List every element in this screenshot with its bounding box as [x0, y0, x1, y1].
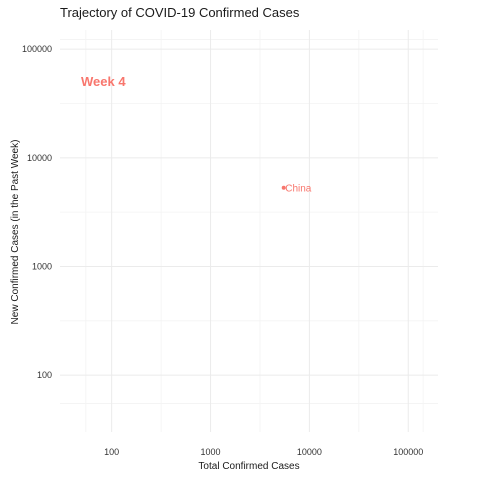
x-tick-label: 1000	[201, 447, 221, 457]
week-annotation: Week 4	[81, 74, 126, 89]
data-point-label: China	[285, 183, 312, 194]
x-tick-label: 100	[104, 447, 119, 457]
data-points: China	[281, 183, 312, 194]
chart-title: Trajectory of COVID-19 Confirmed Cases	[60, 5, 300, 20]
data-point	[281, 185, 286, 190]
x-axis-title: Total Confirmed Cases	[198, 461, 299, 472]
y-tick-label: 10000	[27, 153, 52, 163]
x-tick-label: 10000	[297, 447, 322, 457]
y-tick-label: 1000	[32, 261, 52, 271]
y-tick-labels: 100 1000 10000 100000	[22, 44, 52, 380]
grid	[60, 30, 438, 432]
y-axis-title: New Confirmed Cases (in the Past Week)	[10, 140, 21, 325]
y-tick-label: 100000	[22, 44, 52, 54]
x-tick-label: 100000	[393, 447, 423, 457]
x-tick-labels: 100 1000 10000 100000	[104, 447, 423, 457]
y-tick-label: 100	[37, 370, 52, 380]
